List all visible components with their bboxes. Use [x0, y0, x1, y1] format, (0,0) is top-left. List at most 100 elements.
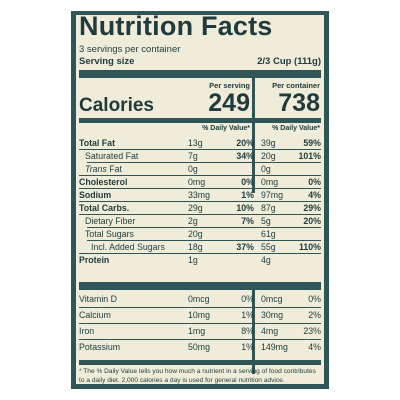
footnote: * The % Daily Value tells you how much a… — [79, 368, 316, 384]
nutrient-row: Total Sugars 20g 61g — [79, 228, 321, 240]
dv-per-container: 0% — [308, 177, 321, 187]
amount-per-serving: 29g — [188, 203, 203, 213]
servings-per-container: 3 servings per container — [79, 44, 181, 55]
row-divider — [79, 201, 321, 202]
dv-header-container: % Daily Value* — [272, 125, 320, 132]
nutrient-row: Total Fat 13g 20% 39g 59% — [79, 137, 321, 149]
nutrient-row: Incl. Added Sugars 18g 37% 55g 110% — [79, 241, 321, 253]
nutrient-row: Sodium 33mg 1% 97mg 4% — [79, 189, 321, 201]
vitamin-amount-container: 30mg — [261, 310, 284, 320]
thick-divider — [79, 70, 321, 78]
per-container-header: Per container — [272, 81, 320, 90]
vitamin-dv-container: 0% — [308, 294, 321, 304]
nutrient-name: Total Carbs. — [79, 203, 130, 213]
amount-per-container: 61g — [261, 229, 276, 239]
calories-divider — [79, 118, 321, 123]
row-divider — [79, 214, 321, 215]
dv-per-serving: 0% — [241, 177, 254, 187]
dv-header-serving: % Daily Value* — [202, 125, 250, 132]
nutrient-name: Incl. Added Sugars — [91, 242, 165, 252]
amount-per-serving: 13g — [188, 138, 203, 148]
vitamin-dv-container: 2% — [308, 310, 321, 320]
nutrient-name: Trans Fat — [85, 164, 122, 174]
amount-per-container: 20g — [261, 151, 276, 161]
nutrient-row: Saturated Fat 7g 34% 20g 101% — [79, 150, 321, 162]
nutrient-name: Saturated Fat — [85, 151, 139, 161]
vitamin-row: Potassium 50mg 1% 149mg 4% — [79, 341, 321, 353]
serving-size-label: Serving size — [79, 56, 135, 67]
dv-per-serving: 10% — [236, 203, 254, 213]
row-divider — [79, 339, 321, 340]
amount-per-serving: 0g — [188, 164, 198, 174]
row-divider — [79, 307, 321, 308]
vitamin-dv-serving: 1% — [241, 342, 254, 352]
amount-per-serving: 20g — [188, 229, 203, 239]
vitamin-row: Iron 1mg 8% 4mg 23% — [79, 325, 321, 337]
dv-per-serving: 34% — [236, 151, 254, 161]
amount-per-container: 55g — [261, 242, 276, 252]
vitamin-amount-container: 149mg — [261, 342, 288, 352]
nutrient-row: Total Carbs. 29g 10% 87g 29% — [79, 202, 321, 214]
serving-size-value: 2/3 Cup (111g) — [257, 56, 321, 67]
vitamin-name: Potassium — [79, 342, 121, 352]
column-divider-bottom — [252, 290, 255, 374]
dv-per-serving: 7% — [241, 216, 254, 226]
amount-per-serving: 1g — [188, 255, 198, 265]
panel-title: Nutrition Facts — [79, 11, 273, 41]
amount-per-serving: 0mg — [188, 177, 206, 187]
vitamin-dv-serving: 0% — [241, 294, 254, 304]
row-divider — [79, 253, 321, 254]
vitamin-row: Vitamin D 0mcg 0% 0mcg 0% — [79, 293, 321, 305]
vitamin-amount-container: 4mg — [261, 326, 279, 336]
dv-per-serving: 1% — [241, 190, 254, 200]
amount-per-serving: 2g — [188, 216, 198, 226]
nutrient-name: Sodium — [79, 190, 112, 200]
nutrient-name: Total Sugars — [85, 229, 134, 239]
vitamin-amount-serving: 50mg — [188, 342, 211, 352]
nutrient-name: Cholesterol — [79, 177, 128, 187]
dv-per-container: 110% — [298, 242, 321, 252]
nutrient-row: Protein 1g 4g — [79, 254, 321, 266]
vitamin-dv-serving: 8% — [241, 326, 254, 336]
nutrition-facts-body: Nutrition Facts 3 servings per container… — [76, 11, 324, 384]
per-serving-header: Per serving — [209, 81, 250, 90]
vitamin-amount-container: 0mcg — [261, 294, 283, 304]
nutrient-name: Total Fat — [79, 138, 115, 148]
calories-per-serving: 249 — [208, 89, 250, 117]
amount-per-serving: 33mg — [188, 190, 211, 200]
vitamin-dv-serving: 1% — [241, 310, 254, 320]
row-divider — [79, 149, 321, 150]
column-divider-top — [252, 78, 255, 193]
dv-per-container: 59% — [303, 138, 321, 148]
vitamin-name: Vitamin D — [79, 294, 117, 304]
dv-per-container: 29% — [303, 203, 321, 213]
amount-per-container: 97mg — [261, 190, 284, 200]
row-divider — [79, 323, 321, 324]
vitamin-dv-container: 23% — [303, 326, 321, 336]
amount-per-container: 0g — [261, 164, 271, 174]
vitamin-name: Calcium — [79, 310, 111, 320]
amount-per-container: 87g — [261, 203, 276, 213]
vitamin-amount-serving: 1mg — [188, 326, 206, 336]
amount-per-container: 39g — [261, 138, 276, 148]
amount-per-container: 4g — [261, 255, 271, 265]
vitamin-amount-serving: 0mcg — [188, 294, 210, 304]
dv-per-container: 101% — [298, 151, 322, 161]
calories-per-container: 738 — [278, 89, 320, 117]
thick-divider-vitamins — [79, 282, 321, 290]
nutrient-name: Dietary Fiber — [85, 216, 136, 226]
dv-per-serving: 37% — [236, 242, 254, 252]
vitamin-name: Iron — [79, 326, 95, 336]
vitamin-dv-container: 4% — [308, 342, 321, 352]
dv-per-container: 4% — [308, 190, 321, 200]
nutrient-row: Trans Fat 0g 0g — [79, 163, 321, 175]
nutrient-row: Cholesterol 0mg 0% 0mg 0% — [79, 176, 321, 188]
nutrition-facts-panel: Nutrition Facts 3 servings per container… — [71, 11, 329, 389]
row-divider — [87, 162, 321, 163]
amount-per-container: 5g — [261, 216, 271, 226]
row-divider — [87, 240, 321, 241]
amount-per-container: 0mg — [261, 177, 279, 187]
calories-label: Calories — [79, 95, 154, 116]
vitamin-amount-serving: 10mg — [188, 310, 211, 320]
dv-per-serving: 20% — [236, 138, 254, 148]
